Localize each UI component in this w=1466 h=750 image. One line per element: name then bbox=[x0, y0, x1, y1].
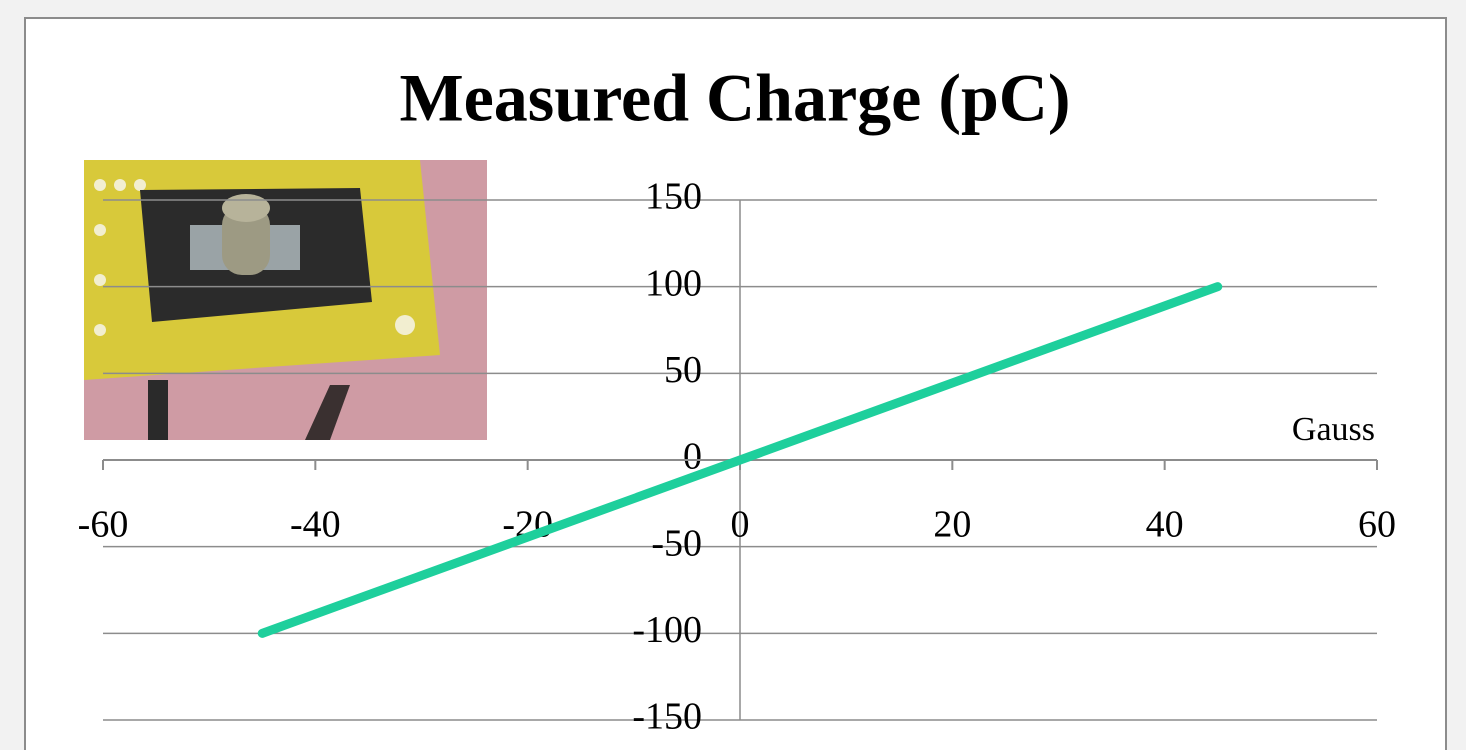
y-tick-label: -50 bbox=[651, 522, 702, 564]
page: {"chart_data": {"type": "line", "title":… bbox=[0, 0, 1466, 750]
x-tick-label: 40 bbox=[1146, 504, 1184, 546]
x-tick-label: 0 bbox=[731, 504, 750, 546]
y-tick-label: -150 bbox=[632, 696, 702, 738]
x-tick-label: -60 bbox=[78, 504, 129, 546]
x-tick-label: -40 bbox=[290, 504, 341, 546]
x-axis-label: Gauss bbox=[1292, 411, 1375, 448]
y-tick-label: -100 bbox=[632, 609, 702, 651]
inset-photo bbox=[84, 160, 487, 440]
x-tick-label: 60 bbox=[1358, 504, 1396, 546]
chart-title: Measured Charge (pC) bbox=[399, 60, 1070, 136]
y-tick-label: 150 bbox=[645, 176, 702, 218]
y-tick-label: 100 bbox=[645, 262, 702, 304]
y-tick-label: 50 bbox=[664, 349, 702, 391]
x-tick-label: 20 bbox=[933, 504, 971, 546]
chart: Measured Charge (pC) Gauss -150 -100 -50 0 5… bbox=[0, 0, 1466, 750]
